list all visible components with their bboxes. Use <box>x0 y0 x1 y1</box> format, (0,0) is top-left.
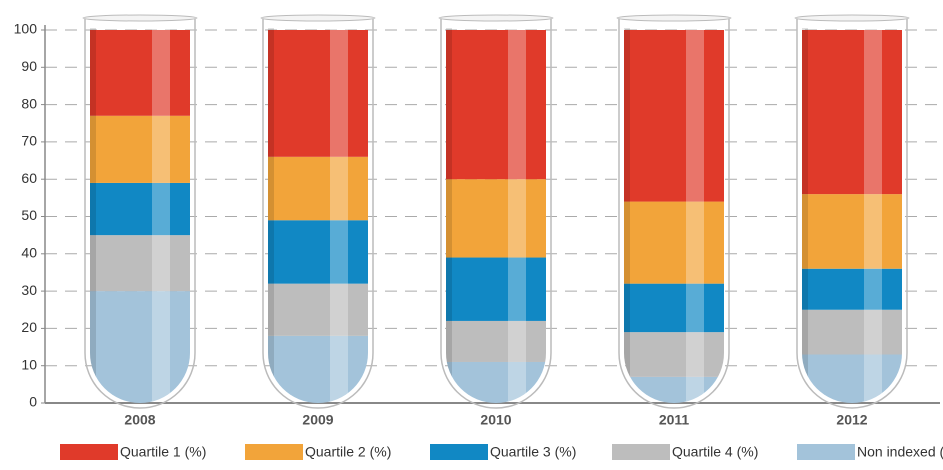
bar-segment <box>90 235 190 292</box>
tube-rim <box>438 14 554 22</box>
y-tick-label: 0 <box>29 394 37 410</box>
y-tick-label: 100 <box>14 21 38 37</box>
legend-label: Quartile 4 (%) <box>672 444 758 460</box>
legend-swatch <box>797 444 855 460</box>
bar-segment <box>268 220 368 284</box>
tube-glass <box>440 18 552 409</box>
x-tick-label: 2010 <box>480 412 511 428</box>
x-tick-label: 2012 <box>836 412 867 428</box>
legend-label: Non indexed (%) <box>857 444 943 460</box>
bar-segment <box>90 182 190 236</box>
x-tick-label: 2009 <box>302 412 333 428</box>
y-tick-label: 20 <box>21 319 37 335</box>
highlight <box>864 28 882 401</box>
shade <box>802 28 808 401</box>
bar-segment <box>90 30 190 116</box>
shade <box>624 28 630 401</box>
bar-segment <box>624 201 724 284</box>
y-tick-label: 50 <box>21 207 37 223</box>
shade <box>90 28 96 401</box>
bar-segment <box>446 179 546 258</box>
bar-segment <box>446 257 546 321</box>
bar-segment <box>446 361 546 403</box>
bar-segment <box>268 30 368 157</box>
x-tick-label: 2008 <box>124 412 155 428</box>
highlight <box>686 28 704 401</box>
y-tick-label: 10 <box>21 356 37 372</box>
bar-segment <box>90 291 190 403</box>
bar-segment <box>802 309 902 355</box>
bar-segment <box>802 268 902 310</box>
legend-swatch <box>430 444 488 460</box>
y-tick-label: 40 <box>21 245 37 261</box>
y-tick-label: 90 <box>21 58 37 74</box>
legend-swatch <box>612 444 670 460</box>
y-tick-label: 30 <box>21 282 37 298</box>
bar-segment <box>624 332 724 377</box>
tube-rim <box>82 14 198 22</box>
bar-segment <box>446 30 546 180</box>
highlight <box>508 28 526 401</box>
tube-glass <box>796 18 908 409</box>
tube <box>446 28 546 403</box>
tube-rim <box>794 14 910 22</box>
shade <box>446 28 452 401</box>
tube-rim <box>616 14 732 22</box>
bar-segment <box>802 354 902 403</box>
bar-segment <box>446 320 546 362</box>
highlight <box>330 28 348 401</box>
tube <box>624 28 724 403</box>
tube-glass <box>618 18 730 409</box>
bar-segment <box>802 30 902 195</box>
legend-swatch <box>60 444 118 460</box>
legend-label: Quartile 1 (%) <box>120 444 206 460</box>
bar-segment <box>268 283 368 336</box>
highlight <box>152 28 170 401</box>
shade <box>268 28 274 401</box>
y-tick-label: 80 <box>21 95 37 111</box>
x-tick-label: 2011 <box>659 412 690 428</box>
tube <box>90 28 190 403</box>
legend-label: Quartile 2 (%) <box>305 444 391 460</box>
tube-glass <box>84 18 196 409</box>
bar-segment <box>268 156 368 221</box>
legend-label: Quartile 3 (%) <box>490 444 576 460</box>
legend-swatch <box>245 444 303 460</box>
bar-segment <box>90 115 190 183</box>
tube-glass <box>262 18 374 409</box>
bar-segment <box>802 194 902 269</box>
tube <box>268 28 368 403</box>
y-tick-label: 60 <box>21 170 37 186</box>
bar-segment <box>624 283 724 333</box>
tube <box>802 28 902 403</box>
y-tick-label: 70 <box>21 133 37 149</box>
tube-rim <box>260 14 376 22</box>
bar-segment <box>624 30 724 202</box>
